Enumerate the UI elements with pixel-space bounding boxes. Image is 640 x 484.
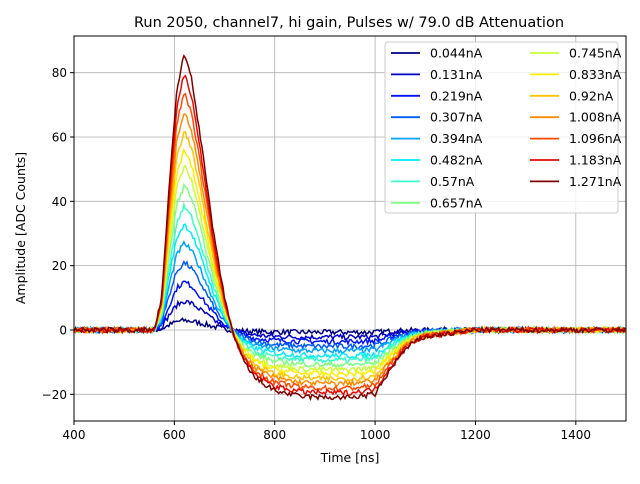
legend-label: 0.657nA <box>430 195 483 210</box>
legend-label: 1.008nA <box>569 110 622 125</box>
legend-label: 1.096nA <box>569 131 622 146</box>
legend-label: 0.92nA <box>569 88 614 103</box>
legend-label: 0.833nA <box>569 67 622 82</box>
y-axis-label: Amplitude [ADC Counts] <box>13 152 28 304</box>
legend-label: 0.482nA <box>430 153 483 168</box>
series-lines <box>73 53 626 402</box>
legend-label: 0.219nA <box>430 88 483 103</box>
chart-title: Run 2050, channel7, hi gain, Pulses w/ 7… <box>134 15 564 31</box>
y-tick-label: 80 <box>52 66 67 80</box>
y-tick-label: −20 <box>42 388 67 402</box>
legend-label: 1.271nA <box>569 174 622 189</box>
axis-ticks: 400 600 800 1000 1200 1400 −20 0 20 40 60 80 <box>42 66 591 442</box>
legend: 0.044nA 0.131nA 0.219nA 0.307nA 0.394nA 0.482… <box>384 41 622 214</box>
series-line-1.271nA <box>73 53 626 402</box>
y-tick-label: 40 <box>52 195 67 209</box>
legend-label: 1.183nA <box>569 153 622 168</box>
legend-label: 0.57nA <box>430 174 475 189</box>
y-tick-label: 60 <box>52 130 67 144</box>
x-tick-label: 1400 <box>561 428 592 442</box>
series-line-0.482nA <box>73 223 626 360</box>
legend-box <box>384 41 619 214</box>
x-tick-label: 1000 <box>360 428 391 442</box>
legend-label: 0.394nA <box>430 131 483 146</box>
x-axis-label: Time [ns] <box>320 450 380 465</box>
y-tick-label: 20 <box>52 259 67 273</box>
x-tick-label: 600 <box>163 428 186 442</box>
plot-frame <box>73 35 627 422</box>
series-line-0.57nA <box>73 201 626 365</box>
x-tick-label: 1200 <box>460 428 491 442</box>
y-tick-label: 0 <box>59 323 67 337</box>
legend-label: 0.745nA <box>569 46 622 61</box>
legend-label: 0.307nA <box>430 110 483 125</box>
x-tick-label: 400 <box>63 428 86 442</box>
legend-label: 0.131nA <box>430 67 483 82</box>
legend-label: 0.044nA <box>430 46 483 61</box>
x-tick-label: 800 <box>263 428 286 442</box>
